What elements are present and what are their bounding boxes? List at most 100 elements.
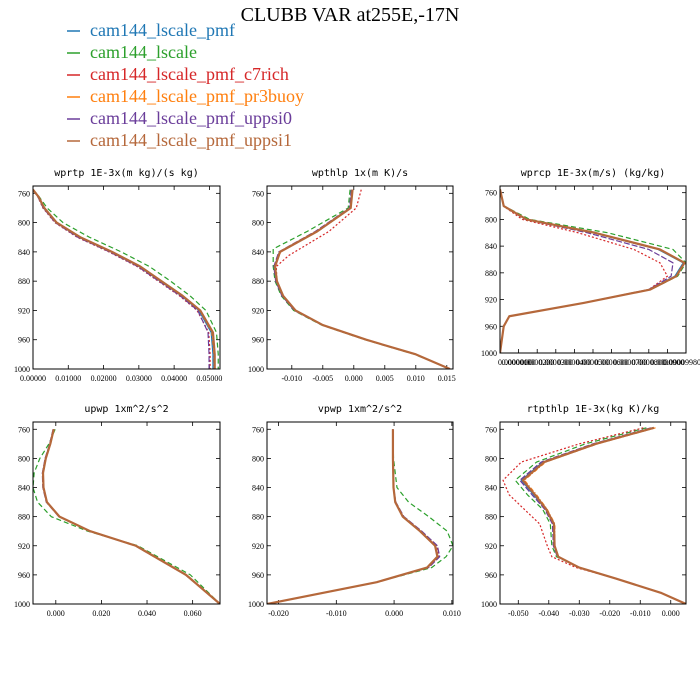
series-line-cam144-lscale-pmf-uppsi0 — [500, 189, 674, 353]
y-tick-label: 760 — [252, 425, 264, 434]
y-tick-label: 800 — [18, 454, 30, 463]
y-tick-label: 760 — [18, 189, 30, 198]
panel-title: wprcp 1E-3x(m/s) (kg/kg) — [521, 168, 666, 179]
x-tick-label: 0.03000 — [126, 374, 152, 383]
x-tick-label: -0.030 — [569, 609, 590, 618]
y-tick-label: 960 — [485, 322, 497, 331]
panel-title: wpthlp 1x(m K)/s — [312, 168, 408, 179]
y-tick-label: 880 — [485, 269, 497, 278]
panel-frame — [499, 421, 687, 605]
legend-entry: cam144_lscale_pmf_pr3buoy — [67, 86, 304, 106]
panel-frame — [32, 185, 221, 370]
legend-label: cam144_lscale_pmf_pr3buoy — [90, 86, 304, 106]
series-line-cam144-lscale — [272, 189, 451, 369]
y-tick-label: 760 — [485, 189, 497, 198]
y-tick-label: 960 — [252, 571, 264, 580]
series-line-cam144-lscale-pmf-uppsi0 — [273, 189, 451, 369]
x-tick-label: 0.000 — [385, 609, 403, 618]
panel-frame — [266, 421, 454, 605]
panel-title: rtpthlp 1E-3x(kg K)/kg — [527, 404, 659, 415]
series-line-cam144-lscale — [33, 429, 220, 604]
y-tick-label: 1000 — [248, 600, 264, 609]
legend: cam144_lscale_pmfcam144_lscalecam144_lsc… — [67, 20, 304, 150]
y-tick-label: 1000 — [14, 600, 30, 609]
y-tick-label: 920 — [18, 306, 30, 315]
series-line-cam144-lscale-pmf-uppsi1 — [267, 429, 439, 604]
series-group — [500, 189, 686, 353]
panel-frame — [32, 421, 221, 605]
x-tick-label: 0.02000 — [91, 374, 117, 383]
y-tick-label: 1000 — [481, 600, 497, 609]
series-line-cam144-lscale-pmf-uppsi1 — [33, 188, 216, 369]
series-line-cam144-lscale-pmf-uppsi1 — [273, 189, 451, 369]
y-tick-label: 840 — [18, 484, 30, 493]
y-tick-label: 1000 — [481, 349, 497, 358]
series-line-cam144-lscale-pmf-pr3buoy — [42, 429, 220, 604]
x-tick-label: 0.0000900 — [650, 358, 684, 367]
x-tick-label: -0.010 — [281, 374, 302, 383]
x-tick-label: -0.010 — [326, 609, 347, 618]
x-tick-label: 0.005 — [376, 374, 394, 383]
y-tick-label: 840 — [252, 484, 264, 493]
x-tick-label: 0.000 — [345, 374, 363, 383]
y-tick-label: 840 — [485, 484, 497, 493]
panel-upwp: upwp 1xm^2/s^2 760 800 840 880 920 960 1000 0.00… — [14, 404, 221, 618]
x-tick-label: 0.01000 — [55, 374, 81, 383]
panel-title: upwp 1xm^2/s^2 — [84, 404, 168, 415]
series-line-cam144-lscale-pmf-c7rich — [267, 429, 440, 604]
y-tick-label: 760 — [485, 425, 497, 434]
x-tick-label: -0.040 — [538, 609, 559, 618]
y-tick-label: 760 — [252, 189, 264, 198]
series-line-cam144-lscale-pmf-c7rich — [500, 189, 669, 353]
series-line-cam144-lscale — [267, 429, 453, 604]
panel-title: vpwp 1xm^2/s^2 — [318, 404, 402, 415]
y-tick-label: 880 — [18, 513, 30, 522]
y-tick-label: 1000 — [248, 365, 264, 374]
series-line-cam144-lscale-pmf-pr3buoy — [274, 189, 451, 369]
x-tick-label: -0.005 — [312, 374, 333, 383]
y-tick-label: 920 — [252, 306, 264, 315]
legend-label: cam144_lscale_pmf_c7rich — [90, 64, 289, 84]
y-tick-label: 960 — [18, 571, 30, 580]
series-line-cam144-lscale-pmf-c7rich — [502, 427, 686, 604]
x-tick-label: -0.020 — [268, 609, 289, 618]
x-tick-label: 0.0000400 — [557, 358, 591, 367]
series-line-cam144-lscale-pmf-uppsi0 — [519, 427, 686, 604]
y-tick-label: 960 — [18, 336, 30, 345]
series-line-cam144-lscale-pmf-pr3buoy — [500, 189, 685, 353]
series-line-cam144-lscale-pmf-uppsi1 — [41, 429, 220, 604]
x-tick-label: 0.00000 — [20, 374, 46, 383]
x-tick-label: 0.0000100 — [502, 358, 536, 367]
series-line-cam144-lscale-pmf-c7rich — [42, 429, 220, 604]
series-line-cam144-lscale-pmf — [500, 189, 684, 353]
x-tick-label: -0.050 — [508, 609, 529, 618]
series-group — [33, 188, 219, 369]
series-line-cam144-lscale-pmf-pr3buoy — [33, 189, 215, 369]
series-group — [502, 426, 686, 604]
series-line-cam144-lscale — [500, 189, 686, 353]
series-group — [267, 429, 453, 604]
series-line-cam144-lscale — [514, 427, 686, 604]
y-tick-label: 920 — [18, 542, 30, 551]
x-tick-label: 0.05000 — [196, 374, 222, 383]
y-tick-label: 880 — [18, 277, 30, 286]
y-tick-label: 960 — [252, 336, 264, 345]
x-tick-label: 0.04000 — [161, 374, 187, 383]
panel-title: wprtp 1E-3x(m kg)/(s kg) — [54, 168, 199, 179]
x-tick-label: 0.0000300 — [539, 358, 573, 367]
x-tick-label: 0.0000200 — [520, 358, 554, 367]
panel-wpthlp: wpthlp 1x(m K)/s 760 800 840 880 920 960 1000 -0… — [248, 168, 456, 383]
series-line-cam144-lscale-pmf — [42, 429, 220, 604]
y-tick-label: 800 — [18, 219, 30, 228]
y-tick-label: 800 — [252, 219, 264, 228]
y-tick-label: 760 — [18, 425, 30, 434]
y-tick-label: 880 — [485, 513, 497, 522]
x-tick-label: -0.010 — [630, 609, 651, 618]
y-tick-label: 800 — [485, 454, 497, 463]
x-tick-label: 0.010 — [443, 609, 461, 618]
x-tick-label: 0.000 — [662, 609, 680, 618]
series-line-cam144-lscale — [33, 189, 219, 369]
series-line-cam144-lscale-pmf-c7rich — [33, 189, 211, 369]
x-tick-label: 0.0000800 — [632, 358, 666, 367]
